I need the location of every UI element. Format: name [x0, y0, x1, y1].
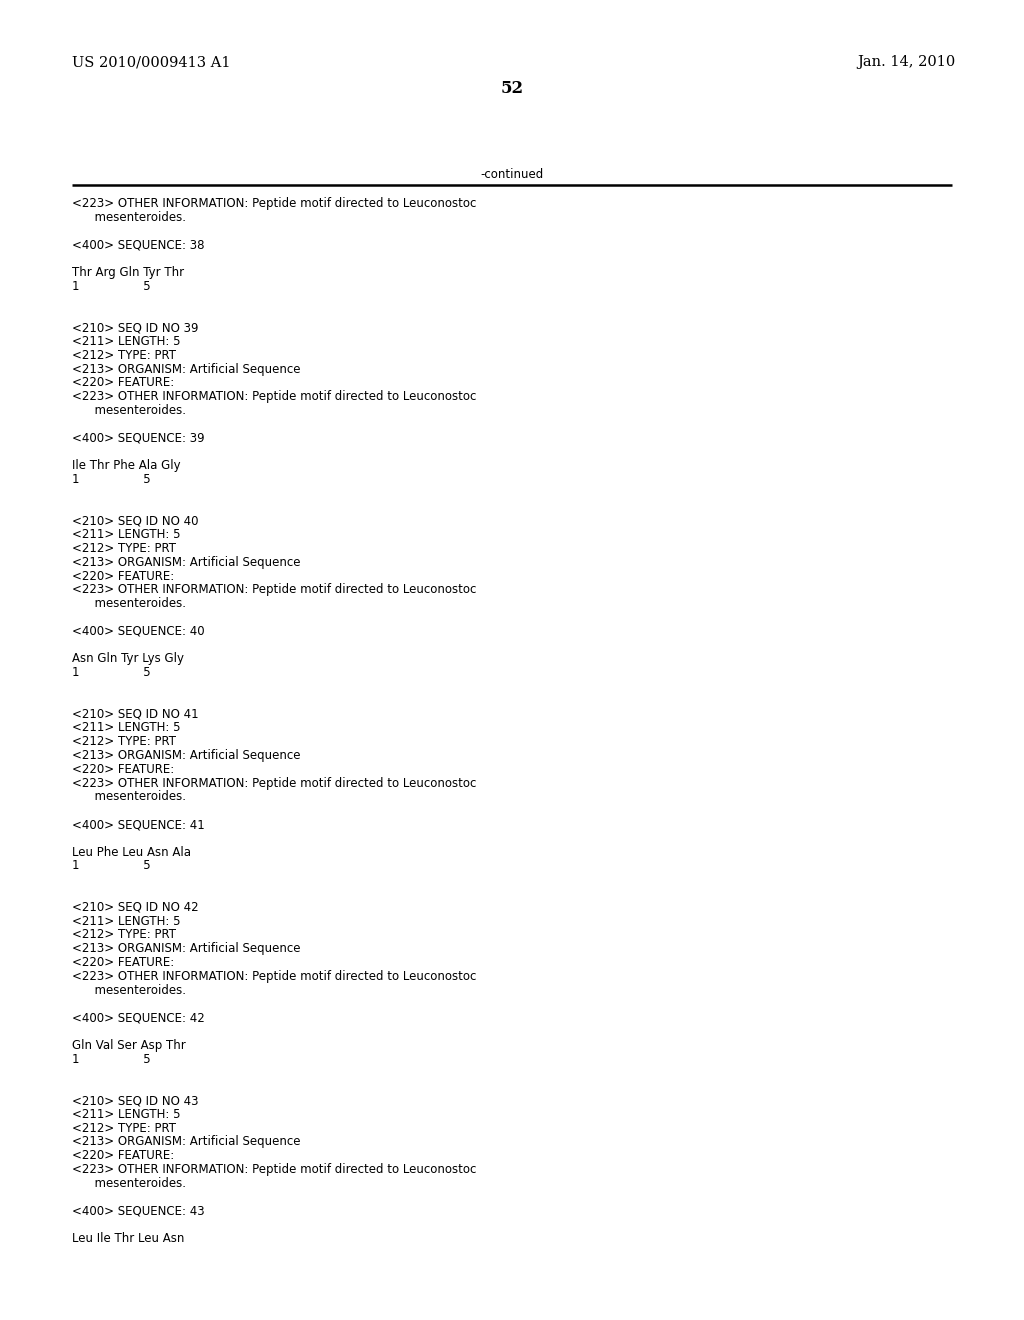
Text: 1                 5: 1 5 — [72, 280, 151, 293]
Text: <213> ORGANISM: Artificial Sequence: <213> ORGANISM: Artificial Sequence — [72, 748, 300, 762]
Text: <212> TYPE: PRT: <212> TYPE: PRT — [72, 543, 176, 554]
Text: mesenteroides.: mesenteroides. — [72, 597, 186, 610]
Text: mesenteroides.: mesenteroides. — [72, 983, 186, 997]
Text: mesenteroides.: mesenteroides. — [72, 404, 186, 417]
Text: 1                 5: 1 5 — [72, 1052, 151, 1065]
Text: <210> SEQ ID NO 41: <210> SEQ ID NO 41 — [72, 708, 199, 721]
Text: <400> SEQUENCE: 42: <400> SEQUENCE: 42 — [72, 1011, 205, 1024]
Text: <223> OTHER INFORMATION: Peptide motif directed to Leuconostoc: <223> OTHER INFORMATION: Peptide motif d… — [72, 197, 476, 210]
Text: <223> OTHER INFORMATION: Peptide motif directed to Leuconostoc: <223> OTHER INFORMATION: Peptide motif d… — [72, 970, 476, 983]
Text: Gln Val Ser Asp Thr: Gln Val Ser Asp Thr — [72, 1039, 185, 1052]
Text: 52: 52 — [501, 81, 523, 96]
Text: <211> LENGTH: 5: <211> LENGTH: 5 — [72, 335, 180, 348]
Text: Leu Phe Leu Asn Ala: Leu Phe Leu Asn Ala — [72, 846, 191, 858]
Text: <210> SEQ ID NO 43: <210> SEQ ID NO 43 — [72, 1094, 199, 1107]
Text: <211> LENGTH: 5: <211> LENGTH: 5 — [72, 528, 180, 541]
Text: <213> ORGANISM: Artificial Sequence: <213> ORGANISM: Artificial Sequence — [72, 363, 300, 376]
Text: <212> TYPE: PRT: <212> TYPE: PRT — [72, 735, 176, 748]
Text: Jan. 14, 2010: Jan. 14, 2010 — [857, 55, 955, 69]
Text: <210> SEQ ID NO 42: <210> SEQ ID NO 42 — [72, 900, 199, 913]
Text: <400> SEQUENCE: 41: <400> SEQUENCE: 41 — [72, 818, 205, 832]
Text: <213> ORGANISM: Artificial Sequence: <213> ORGANISM: Artificial Sequence — [72, 942, 300, 956]
Text: Ile Thr Phe Ala Gly: Ile Thr Phe Ala Gly — [72, 459, 180, 473]
Text: Thr Arg Gln Tyr Thr: Thr Arg Gln Tyr Thr — [72, 267, 184, 279]
Text: <220> FEATURE:: <220> FEATURE: — [72, 376, 174, 389]
Text: mesenteroides.: mesenteroides. — [72, 1177, 186, 1189]
Text: <220> FEATURE:: <220> FEATURE: — [72, 570, 174, 582]
Text: 1                 5: 1 5 — [72, 473, 151, 486]
Text: <223> OTHER INFORMATION: Peptide motif directed to Leuconostoc: <223> OTHER INFORMATION: Peptide motif d… — [72, 776, 476, 789]
Text: 1                 5: 1 5 — [72, 667, 151, 680]
Text: <211> LENGTH: 5: <211> LENGTH: 5 — [72, 915, 180, 928]
Text: <211> LENGTH: 5: <211> LENGTH: 5 — [72, 1107, 180, 1121]
Text: Asn Gln Tyr Lys Gly: Asn Gln Tyr Lys Gly — [72, 652, 184, 665]
Text: Leu Ile Thr Leu Asn: Leu Ile Thr Leu Asn — [72, 1232, 184, 1245]
Text: 1                 5: 1 5 — [72, 859, 151, 873]
Text: <400> SEQUENCE: 43: <400> SEQUENCE: 43 — [72, 1204, 205, 1217]
Text: <223> OTHER INFORMATION: Peptide motif directed to Leuconostoc: <223> OTHER INFORMATION: Peptide motif d… — [72, 1163, 476, 1176]
Text: <210> SEQ ID NO 39: <210> SEQ ID NO 39 — [72, 321, 199, 334]
Text: US 2010/0009413 A1: US 2010/0009413 A1 — [72, 55, 230, 69]
Text: <223> OTHER INFORMATION: Peptide motif directed to Leuconostoc: <223> OTHER INFORMATION: Peptide motif d… — [72, 583, 476, 597]
Text: <400> SEQUENCE: 38: <400> SEQUENCE: 38 — [72, 239, 205, 251]
Text: <211> LENGTH: 5: <211> LENGTH: 5 — [72, 722, 180, 734]
Text: <210> SEQ ID NO 40: <210> SEQ ID NO 40 — [72, 515, 199, 528]
Text: -continued: -continued — [480, 168, 544, 181]
Text: mesenteroides.: mesenteroides. — [72, 211, 186, 224]
Text: mesenteroides.: mesenteroides. — [72, 791, 186, 804]
Text: <212> TYPE: PRT: <212> TYPE: PRT — [72, 928, 176, 941]
Text: <212> TYPE: PRT: <212> TYPE: PRT — [72, 1122, 176, 1135]
Text: <220> FEATURE:: <220> FEATURE: — [72, 1150, 174, 1162]
Text: <400> SEQUENCE: 39: <400> SEQUENCE: 39 — [72, 432, 205, 445]
Text: <213> ORGANISM: Artificial Sequence: <213> ORGANISM: Artificial Sequence — [72, 1135, 300, 1148]
Text: <400> SEQUENCE: 40: <400> SEQUENCE: 40 — [72, 624, 205, 638]
Text: <220> FEATURE:: <220> FEATURE: — [72, 763, 174, 776]
Text: <212> TYPE: PRT: <212> TYPE: PRT — [72, 348, 176, 362]
Text: <220> FEATURE:: <220> FEATURE: — [72, 956, 174, 969]
Text: <223> OTHER INFORMATION: Peptide motif directed to Leuconostoc: <223> OTHER INFORMATION: Peptide motif d… — [72, 391, 476, 403]
Text: <213> ORGANISM: Artificial Sequence: <213> ORGANISM: Artificial Sequence — [72, 556, 300, 569]
